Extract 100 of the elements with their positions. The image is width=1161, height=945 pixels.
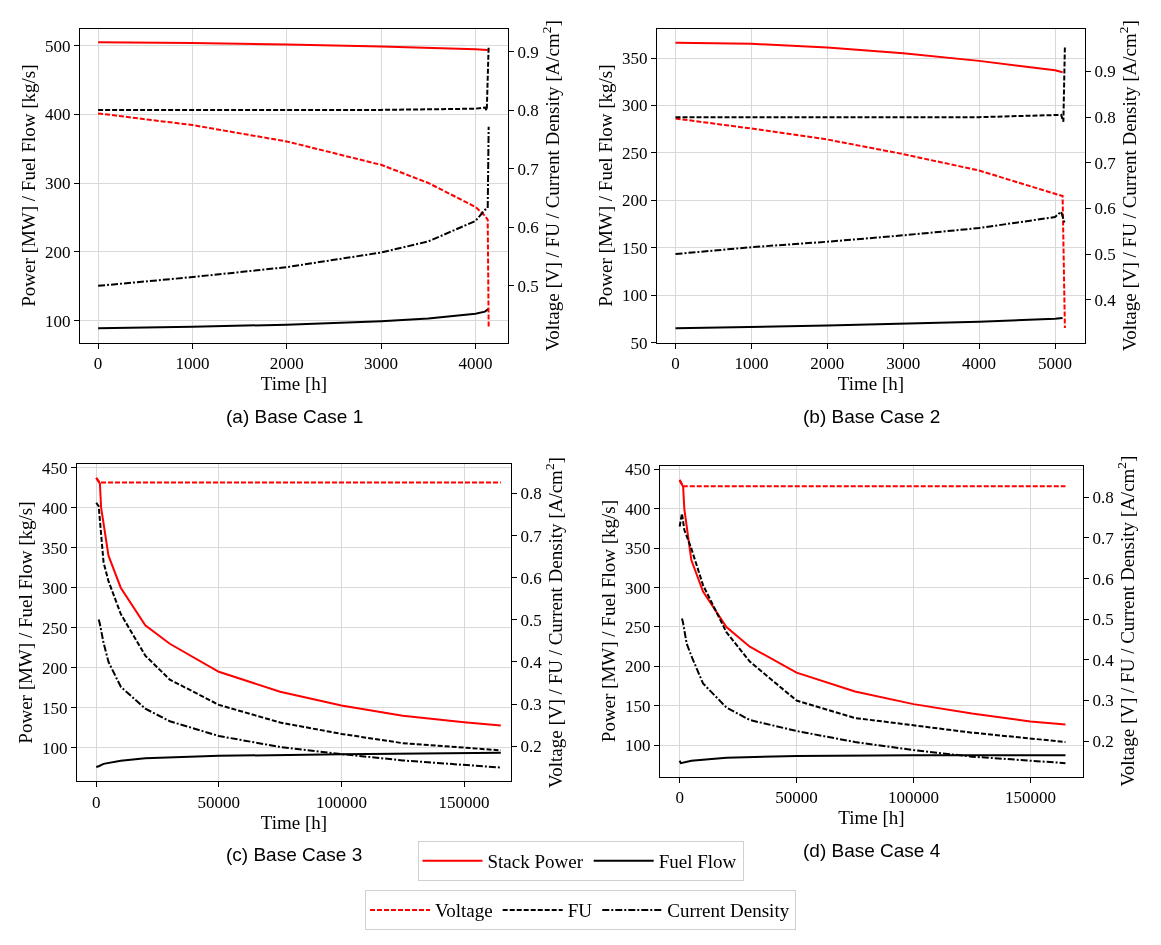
y-axis-title: Power [MW] / Fuel Flow [kg/s] bbox=[594, 64, 616, 307]
x-tick-label: 1000 bbox=[734, 353, 769, 373]
y-tick-label: 300 bbox=[42, 578, 68, 598]
x-tick-label: 50000 bbox=[775, 787, 818, 807]
y-tick-label: 300 bbox=[625, 578, 651, 598]
line-series bbox=[674, 45, 1066, 123]
text: (c) Base Case 3 bbox=[226, 844, 363, 865]
x-tick-label: 0 bbox=[675, 787, 684, 807]
x-tick-label: 50000 bbox=[197, 792, 241, 812]
y-tick-label: 200 bbox=[625, 657, 651, 677]
text: (d) Base Case 4 bbox=[803, 840, 941, 861]
x-tick-label: 3000 bbox=[364, 353, 399, 373]
x-axis-title: Time [h] bbox=[260, 372, 328, 394]
y-axis-title: Power [MW] / Fuel Flow [kg/s] bbox=[14, 501, 36, 744]
y-axis-title: Power [MW] / Fuel Flow [kg/s] bbox=[597, 499, 619, 743]
line-series bbox=[97, 45, 490, 112]
y-tick-label: 300 bbox=[622, 96, 648, 116]
y2-tick-label: 0.5 bbox=[1092, 610, 1114, 630]
y-tick-label: 350 bbox=[625, 539, 651, 559]
x-tick-label: 100000 bbox=[315, 792, 367, 812]
text: (a) Base Case 1 bbox=[226, 406, 364, 427]
y2-tick-label: 0.6 bbox=[1094, 199, 1116, 219]
y2-tick-label: 0.8 bbox=[520, 484, 542, 504]
y2-tick-label: 0.5 bbox=[520, 610, 542, 630]
x-tick-label: 0 bbox=[93, 353, 103, 373]
y2-tick-label: 0.4 bbox=[520, 652, 543, 672]
legend-label: Stack Power bbox=[487, 851, 584, 873]
y2-tick-label: 0.5 bbox=[1094, 244, 1116, 264]
x-axis-title: Time [h] bbox=[260, 811, 328, 833]
y-tick-label: 200 bbox=[45, 242, 71, 262]
x-tick-label: 0 bbox=[91, 792, 101, 812]
y2-tick-label: 0.7 bbox=[517, 159, 540, 179]
y2-tick-label: 0.4 bbox=[1092, 650, 1115, 670]
y-tick-label: 350 bbox=[42, 538, 68, 558]
y2-tick-label: 0.8 bbox=[1094, 108, 1116, 128]
y-tick-label: 250 bbox=[42, 618, 68, 638]
y2-tick-label: 0.7 bbox=[1092, 528, 1115, 548]
y-tick-label: 100 bbox=[42, 738, 68, 758]
y-tick-label: 100 bbox=[622, 286, 648, 306]
y2-tick-label: 0.7 bbox=[1094, 153, 1117, 173]
line-series bbox=[674, 210, 1066, 256]
x-axis-title: Time [h] bbox=[838, 806, 905, 828]
legend-label: Voltage bbox=[435, 900, 493, 922]
y2-tick-label: 0.8 bbox=[1092, 488, 1114, 508]
y2-tick-label: 0.3 bbox=[1092, 691, 1114, 711]
y-tick-label: 250 bbox=[622, 143, 648, 163]
y-tick-label: 100 bbox=[45, 311, 71, 331]
x-tick-label: 2000 bbox=[269, 353, 304, 373]
x-tick-label: 3000 bbox=[886, 353, 921, 373]
y2-tick-label: 0.7 bbox=[520, 526, 543, 546]
x-tick-label: 4000 bbox=[962, 353, 997, 373]
y2-tick-label: 0.2 bbox=[520, 737, 542, 757]
y-tick-label: 50 bbox=[630, 333, 648, 353]
legend-label: Fuel Flow bbox=[658, 851, 737, 873]
line-series bbox=[674, 41, 1064, 74]
x-tick-label: 150000 bbox=[1004, 787, 1056, 807]
legend-label: FU bbox=[567, 900, 593, 922]
line-series bbox=[97, 41, 489, 51]
y-tick-label: 400 bbox=[42, 498, 68, 518]
y-tick-label: 500 bbox=[45, 36, 71, 56]
y-tick-label: 450 bbox=[42, 458, 68, 478]
y-tick-label: 450 bbox=[625, 460, 651, 480]
y2-tick-label: 0.2 bbox=[1092, 732, 1114, 752]
y-axis-title: Power [MW] / Fuel Flow [kg/s] bbox=[17, 64, 39, 307]
y2-tick-label: 0.9 bbox=[517, 42, 539, 62]
y-tick-label: 400 bbox=[45, 105, 71, 125]
y-tick-label: 250 bbox=[625, 617, 651, 637]
x-tick-label: 150000 bbox=[438, 792, 490, 812]
y-tick-label: 300 bbox=[45, 174, 71, 194]
line-series bbox=[680, 617, 1067, 765]
y2-tick-label: 0.5 bbox=[517, 276, 539, 296]
line-series bbox=[97, 112, 490, 328]
x-tick-label: 2000 bbox=[810, 353, 845, 373]
y-tick-label: 100 bbox=[625, 736, 651, 756]
y-tick-label: 150 bbox=[625, 696, 651, 716]
y-tick-label: 200 bbox=[622, 191, 648, 211]
x-tick-label: 5000 bbox=[1038, 353, 1073, 373]
y-tick-label: 150 bbox=[42, 698, 68, 718]
y2-tick-label: 0.3 bbox=[520, 694, 542, 714]
x-axis-title: Time [h] bbox=[837, 372, 905, 394]
legend-label: Current Density bbox=[667, 900, 790, 922]
x-tick-label: 0 bbox=[671, 353, 680, 373]
x-tick-label: 100000 bbox=[887, 787, 939, 807]
y-tick-label: 150 bbox=[622, 238, 648, 258]
y2-tick-label: 0.4 bbox=[1094, 290, 1117, 310]
x-tick-label: 1000 bbox=[175, 353, 210, 373]
y2-tick-label: 0.8 bbox=[517, 101, 539, 121]
x-tick-label: 4000 bbox=[458, 353, 493, 373]
text: (b) Base Case 2 bbox=[803, 406, 941, 427]
line-series bbox=[97, 307, 490, 330]
line-series bbox=[97, 125, 490, 287]
y2-tick-label: 0.6 bbox=[520, 568, 542, 588]
y2-tick-label: 0.6 bbox=[1092, 569, 1114, 589]
y2-tick-label: 0.9 bbox=[1094, 62, 1116, 82]
y-tick-label: 200 bbox=[42, 658, 68, 678]
y-tick-label: 400 bbox=[625, 499, 651, 519]
line-series bbox=[97, 618, 502, 769]
y-tick-label: 350 bbox=[622, 48, 648, 68]
line-series bbox=[674, 316, 1064, 330]
line-series bbox=[674, 117, 1066, 329]
